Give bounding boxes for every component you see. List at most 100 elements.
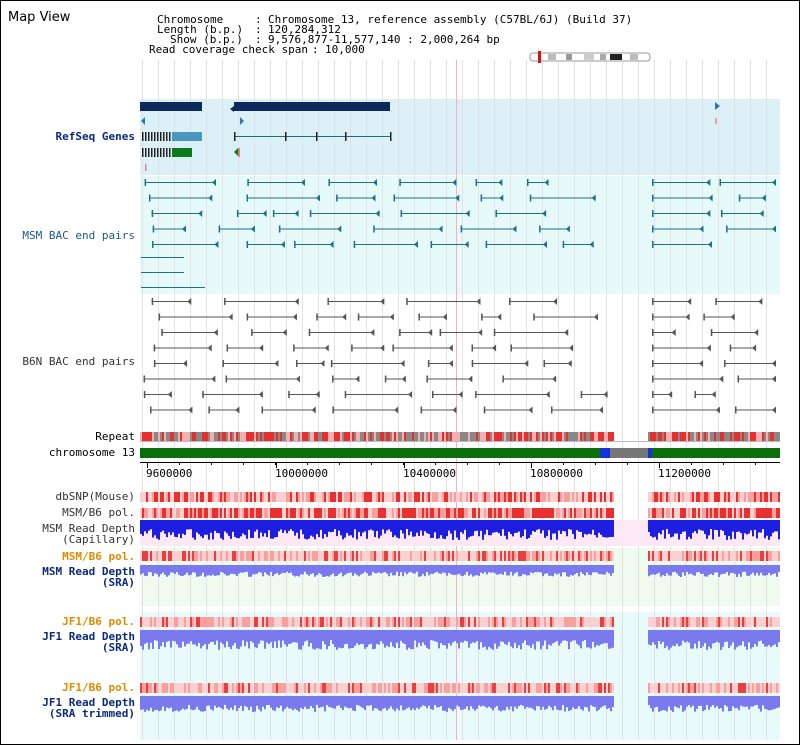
- heat-strip-cell: [380, 617, 382, 627]
- repeat-bar: [676, 432, 678, 441]
- read-depth-bar: [350, 630, 352, 649]
- heat-strip-cell: [676, 683, 678, 693]
- heat-strip-cell: [362, 683, 364, 693]
- heat-strip-cell: [382, 683, 384, 693]
- heat-strip-cell: [148, 508, 150, 518]
- read-depth-bar: [544, 520, 546, 538]
- heat-strip-cell: [474, 617, 476, 627]
- heat-strip-cell: [296, 683, 298, 693]
- heat-strip-cell: [746, 551, 748, 561]
- read-depth-bar: [538, 520, 540, 530]
- heat-strip-cell: [316, 508, 318, 518]
- bac-end-mark: [475, 179, 478, 186]
- heat-strip-cell: [576, 617, 578, 627]
- repeat-bar: [674, 432, 676, 441]
- heat-strip-cell: [228, 508, 230, 518]
- read-depth-bar: [386, 696, 388, 711]
- read-depth-bar: [564, 696, 566, 712]
- heat-strip-cell: [574, 492, 576, 502]
- repeat-bar: [500, 432, 502, 441]
- heat-strip-cell: [604, 551, 606, 561]
- read-depth-bar: [216, 696, 218, 708]
- read-depth-bar: [572, 696, 574, 708]
- track-label-msm-read-depth-capillary[interactable]: MSM Read Depth: [42, 522, 135, 535]
- heat-strip-cell: [196, 551, 198, 561]
- heat-strip-cell: [500, 617, 502, 627]
- track-label-msm-b6-pol-sra[interactable]: MSM/B6 pol.: [62, 550, 135, 563]
- heat-strip-cell: [450, 551, 452, 561]
- track-label-jf1-b6-pol-trimmed[interactable]: JF1/B6 pol.: [62, 681, 135, 694]
- track-label-jf1-read-depth-trimmed[interactable]: JF1 Read Depth: [42, 696, 135, 709]
- heat-strip-cell: [448, 551, 450, 561]
- track-label-msm-read-depth-sra[interactable]: MSM Read Depth: [42, 565, 135, 578]
- heat-strip-cell: [752, 617, 754, 627]
- read-depth-bar: [664, 696, 666, 711]
- read-depth-bar: [662, 630, 664, 642]
- heat-strip-cell: [232, 551, 234, 561]
- track-label-jf1-b6-pol[interactable]: JF1/B6 pol.: [62, 615, 135, 628]
- heat-strip-cell: [378, 508, 380, 518]
- heat-strip-cell: [454, 683, 456, 693]
- track-label-msm-bac-end-pairs[interactable]: MSM BAC end pairs: [22, 229, 135, 242]
- heat-strip-cell: [202, 508, 204, 518]
- read-depth-bar: [178, 520, 180, 534]
- bac-end-mark: [480, 194, 483, 202]
- read-depth-bar: [748, 696, 750, 710]
- track-label-chromosome[interactable]: chromosome 13: [48, 446, 135, 459]
- read-depth-bar: [566, 520, 568, 537]
- read-depth-bar: [438, 565, 440, 574]
- heat-strip-cell: [700, 508, 702, 518]
- read-depth-bar: [732, 520, 734, 532]
- heat-strip-cell: [662, 683, 664, 693]
- read-depth-bar: [326, 696, 328, 706]
- heat-strip-cell: [370, 683, 372, 693]
- heat-strip-cell: [212, 492, 214, 502]
- bac-end-arrow: [315, 194, 320, 202]
- read-depth-bar: [398, 696, 400, 711]
- heat-strip-cell: [346, 551, 348, 561]
- read-depth-bar: [708, 565, 710, 575]
- read-depth-bar: [656, 630, 658, 649]
- heat-strip-cell: [534, 683, 536, 693]
- track-label-b6n-bac-end-pairs[interactable]: B6N BAC end pairs: [22, 355, 135, 368]
- read-depth-bar: [714, 565, 716, 573]
- heat-strip-cell: [340, 492, 342, 502]
- heat-strip-cell: [292, 617, 294, 627]
- read-depth-bar: [208, 565, 210, 576]
- repeat-bar: [546, 432, 548, 441]
- track-label-jf1-read-depth-sra[interactable]: JF1 Read Depth: [42, 630, 135, 643]
- heat-strip-cell: [164, 551, 166, 561]
- track-label-repeat[interactable]: Repeat: [95, 430, 135, 443]
- heat-strip-cell: [756, 683, 758, 693]
- read-depth-bar: [592, 565, 594, 573]
- read-depth-bar: [648, 696, 650, 706]
- read-depth-bar: [210, 696, 212, 710]
- heat-strip-cell: [342, 617, 344, 627]
- heat-strip-cell: [190, 683, 192, 693]
- repeat-bar: [370, 432, 372, 441]
- repeat-bar: [356, 432, 358, 441]
- read-depth-bar: [710, 520, 712, 530]
- track-label-dbsnp[interactable]: dbSNP(Mouse): [55, 490, 135, 503]
- read-depth-bar: [676, 630, 678, 644]
- heat-strip-cell: [354, 683, 356, 693]
- read-depth-bar: [246, 630, 248, 642]
- read-depth-bar: [412, 630, 414, 650]
- gene-arrow: [715, 102, 720, 110]
- track-label-refseq-genes[interactable]: RefSeq Genes: [55, 130, 135, 143]
- read-depth-bar: [216, 520, 218, 533]
- read-depth-bar: [354, 630, 356, 646]
- bac-end-mark: [330, 360, 333, 367]
- repeat-bar: [350, 432, 352, 441]
- heat-strip-cell: [360, 617, 362, 627]
- repeat-bar: [384, 432, 386, 441]
- heat-strip-cell: [552, 508, 554, 518]
- track-label-msm-b6-pol[interactable]: MSM/B6 pol.: [62, 506, 135, 519]
- bac-end-mark: [652, 225, 654, 233]
- read-depth-bar: [530, 565, 532, 573]
- read-depth-bar: [668, 520, 670, 534]
- read-depth-bar: [282, 630, 284, 641]
- heat-strip-cell: [714, 551, 716, 561]
- gene-mark: [238, 148, 240, 157]
- read-depth-bar: [662, 565, 664, 576]
